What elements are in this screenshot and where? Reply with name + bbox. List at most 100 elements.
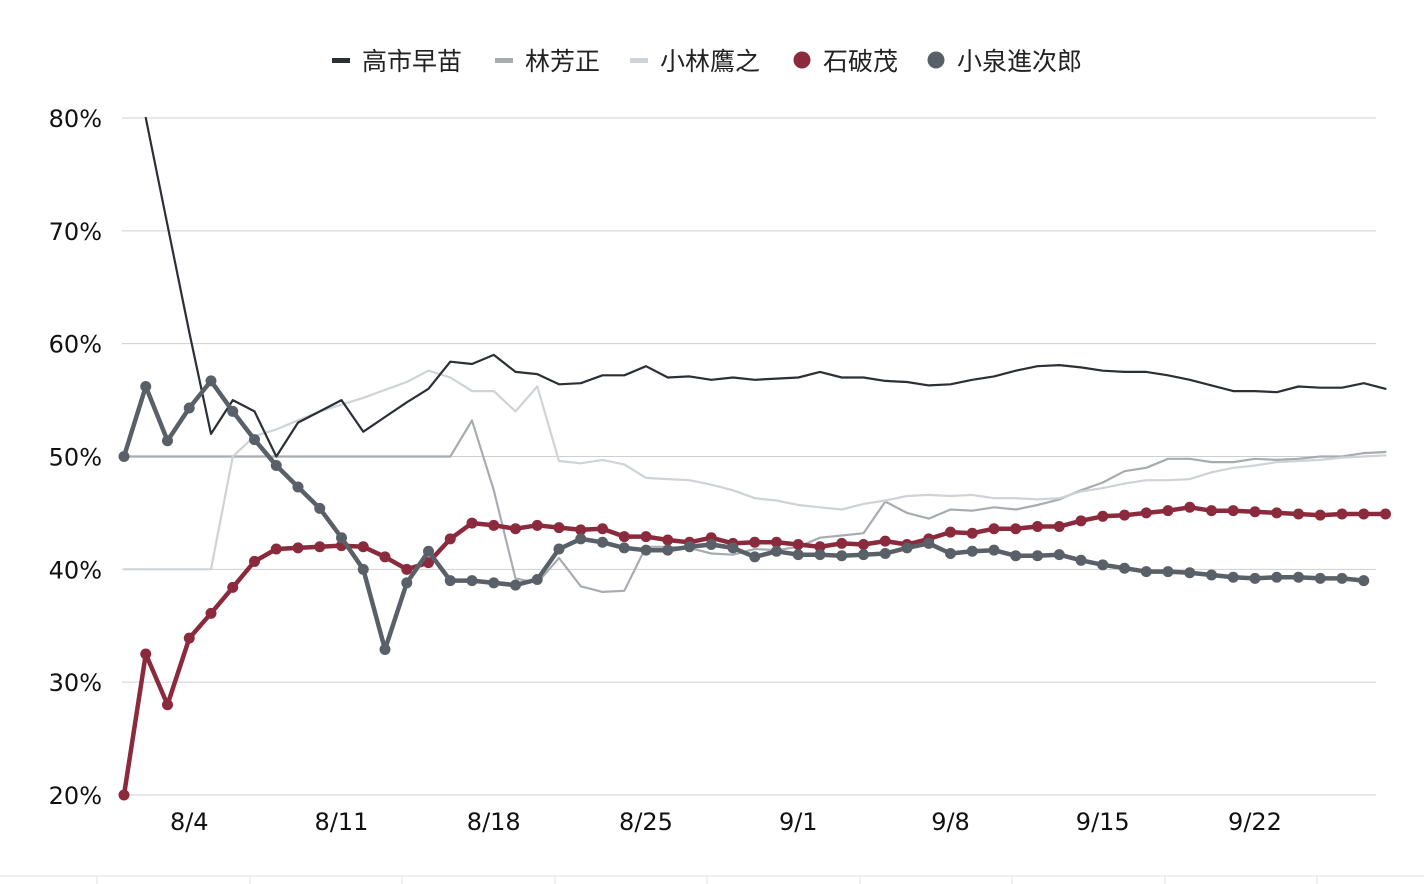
data-point xyxy=(1358,575,1370,587)
x-tick-label: 8/18 xyxy=(467,808,521,836)
data-point xyxy=(444,533,456,545)
series-line xyxy=(121,505,1388,798)
series-line xyxy=(122,369,1387,571)
data-point xyxy=(1032,520,1043,532)
data-point xyxy=(357,563,369,575)
x-tick-label: 9/1 xyxy=(779,808,818,836)
data-point xyxy=(988,523,1000,535)
data-point xyxy=(1162,566,1174,578)
data-point xyxy=(118,451,130,462)
legend-label: 小林鷹之 xyxy=(660,47,760,76)
data-point xyxy=(988,544,1000,556)
series-5 xyxy=(118,375,1370,655)
data-point xyxy=(1249,572,1261,584)
data-point xyxy=(814,541,826,553)
y-tick-label: 60% xyxy=(49,331,102,359)
data-point xyxy=(466,517,478,529)
y-tick-label: 70% xyxy=(49,218,102,246)
data-point xyxy=(945,548,956,560)
data-point xyxy=(792,539,804,551)
x-axis: 8/4 8/11 8/18 8/25 9/1 9/8 9/15 9/22 xyxy=(170,808,1282,836)
data-point xyxy=(1336,508,1348,520)
data-point xyxy=(1206,569,1217,581)
data-point xyxy=(1249,506,1261,518)
data-point xyxy=(401,577,413,589)
data-point xyxy=(597,536,608,548)
series-3 xyxy=(122,369,1387,571)
data-point xyxy=(379,643,391,655)
data-point xyxy=(292,481,304,493)
legend: 高市早苗 林芳正 小林鷹之 石破茂 小泉進次郎 xyxy=(332,47,1082,76)
legend-marker-dot xyxy=(927,51,945,69)
data-point xyxy=(966,527,978,539)
data-point xyxy=(771,545,782,557)
data-point xyxy=(705,539,717,551)
x-tick-label: 8/25 xyxy=(619,808,673,836)
data-point xyxy=(814,549,826,561)
data-point xyxy=(1184,567,1196,579)
data-point xyxy=(227,581,239,593)
data-point xyxy=(1075,554,1087,566)
data-point xyxy=(879,535,891,547)
data-point xyxy=(183,402,195,414)
data-point xyxy=(1227,505,1239,517)
legend-label: 林芳正 xyxy=(525,47,600,76)
legend-marker-line xyxy=(630,58,648,63)
x-tick-label: 8/4 xyxy=(170,808,209,836)
y-tick-label: 80% xyxy=(49,105,102,133)
series-2 xyxy=(122,419,1387,593)
data-point xyxy=(1314,572,1326,584)
data-point xyxy=(640,544,652,556)
data-point xyxy=(618,531,630,543)
data-point xyxy=(357,541,369,553)
data-point xyxy=(858,549,869,561)
legend-label: 石破茂 xyxy=(823,47,898,76)
data-point xyxy=(662,544,674,556)
x-tick-label: 9/8 xyxy=(931,808,970,836)
data-point xyxy=(1053,549,1065,561)
data-point xyxy=(249,555,260,567)
data-point xyxy=(771,536,782,548)
data-point xyxy=(1119,509,1130,521)
legend-marker-dot xyxy=(793,51,811,69)
data-point xyxy=(749,536,761,548)
data-point xyxy=(379,551,391,563)
data-point xyxy=(1097,510,1109,522)
data-point xyxy=(836,550,848,562)
data-point xyxy=(1206,505,1217,517)
data-point xyxy=(1053,520,1065,532)
data-point xyxy=(314,541,326,553)
data-point xyxy=(531,519,543,531)
y-axis: 20% 30% 40% 50% 60% 70% 80% xyxy=(49,105,102,810)
y-tick-label: 40% xyxy=(49,556,102,584)
data-point xyxy=(1162,505,1174,517)
data-point xyxy=(575,533,587,545)
data-point xyxy=(923,537,935,549)
data-point xyxy=(945,526,956,538)
legend-label: 小泉進次郎 xyxy=(957,47,1082,76)
legend-marker-line xyxy=(332,58,350,63)
series-1 xyxy=(144,116,1387,458)
data-point xyxy=(1010,550,1022,562)
data-point xyxy=(1271,507,1283,519)
x-tick-label: 9/15 xyxy=(1076,808,1130,836)
data-point xyxy=(314,502,326,514)
data-point xyxy=(1119,562,1130,574)
series-line xyxy=(121,378,1367,652)
data-point xyxy=(1097,559,1109,571)
data-point xyxy=(1271,571,1283,583)
data-point xyxy=(749,551,761,563)
data-point xyxy=(640,531,652,543)
data-point xyxy=(553,522,565,534)
legend-item: 小泉進次郎 xyxy=(927,47,1082,76)
data-point xyxy=(183,632,195,644)
data-point xyxy=(575,524,587,536)
data-point xyxy=(1140,566,1152,578)
data-point xyxy=(901,542,913,554)
data-point xyxy=(1075,515,1087,527)
data-point xyxy=(727,542,739,554)
data-point xyxy=(531,573,543,585)
data-point xyxy=(1140,507,1152,519)
data-point xyxy=(466,575,478,587)
